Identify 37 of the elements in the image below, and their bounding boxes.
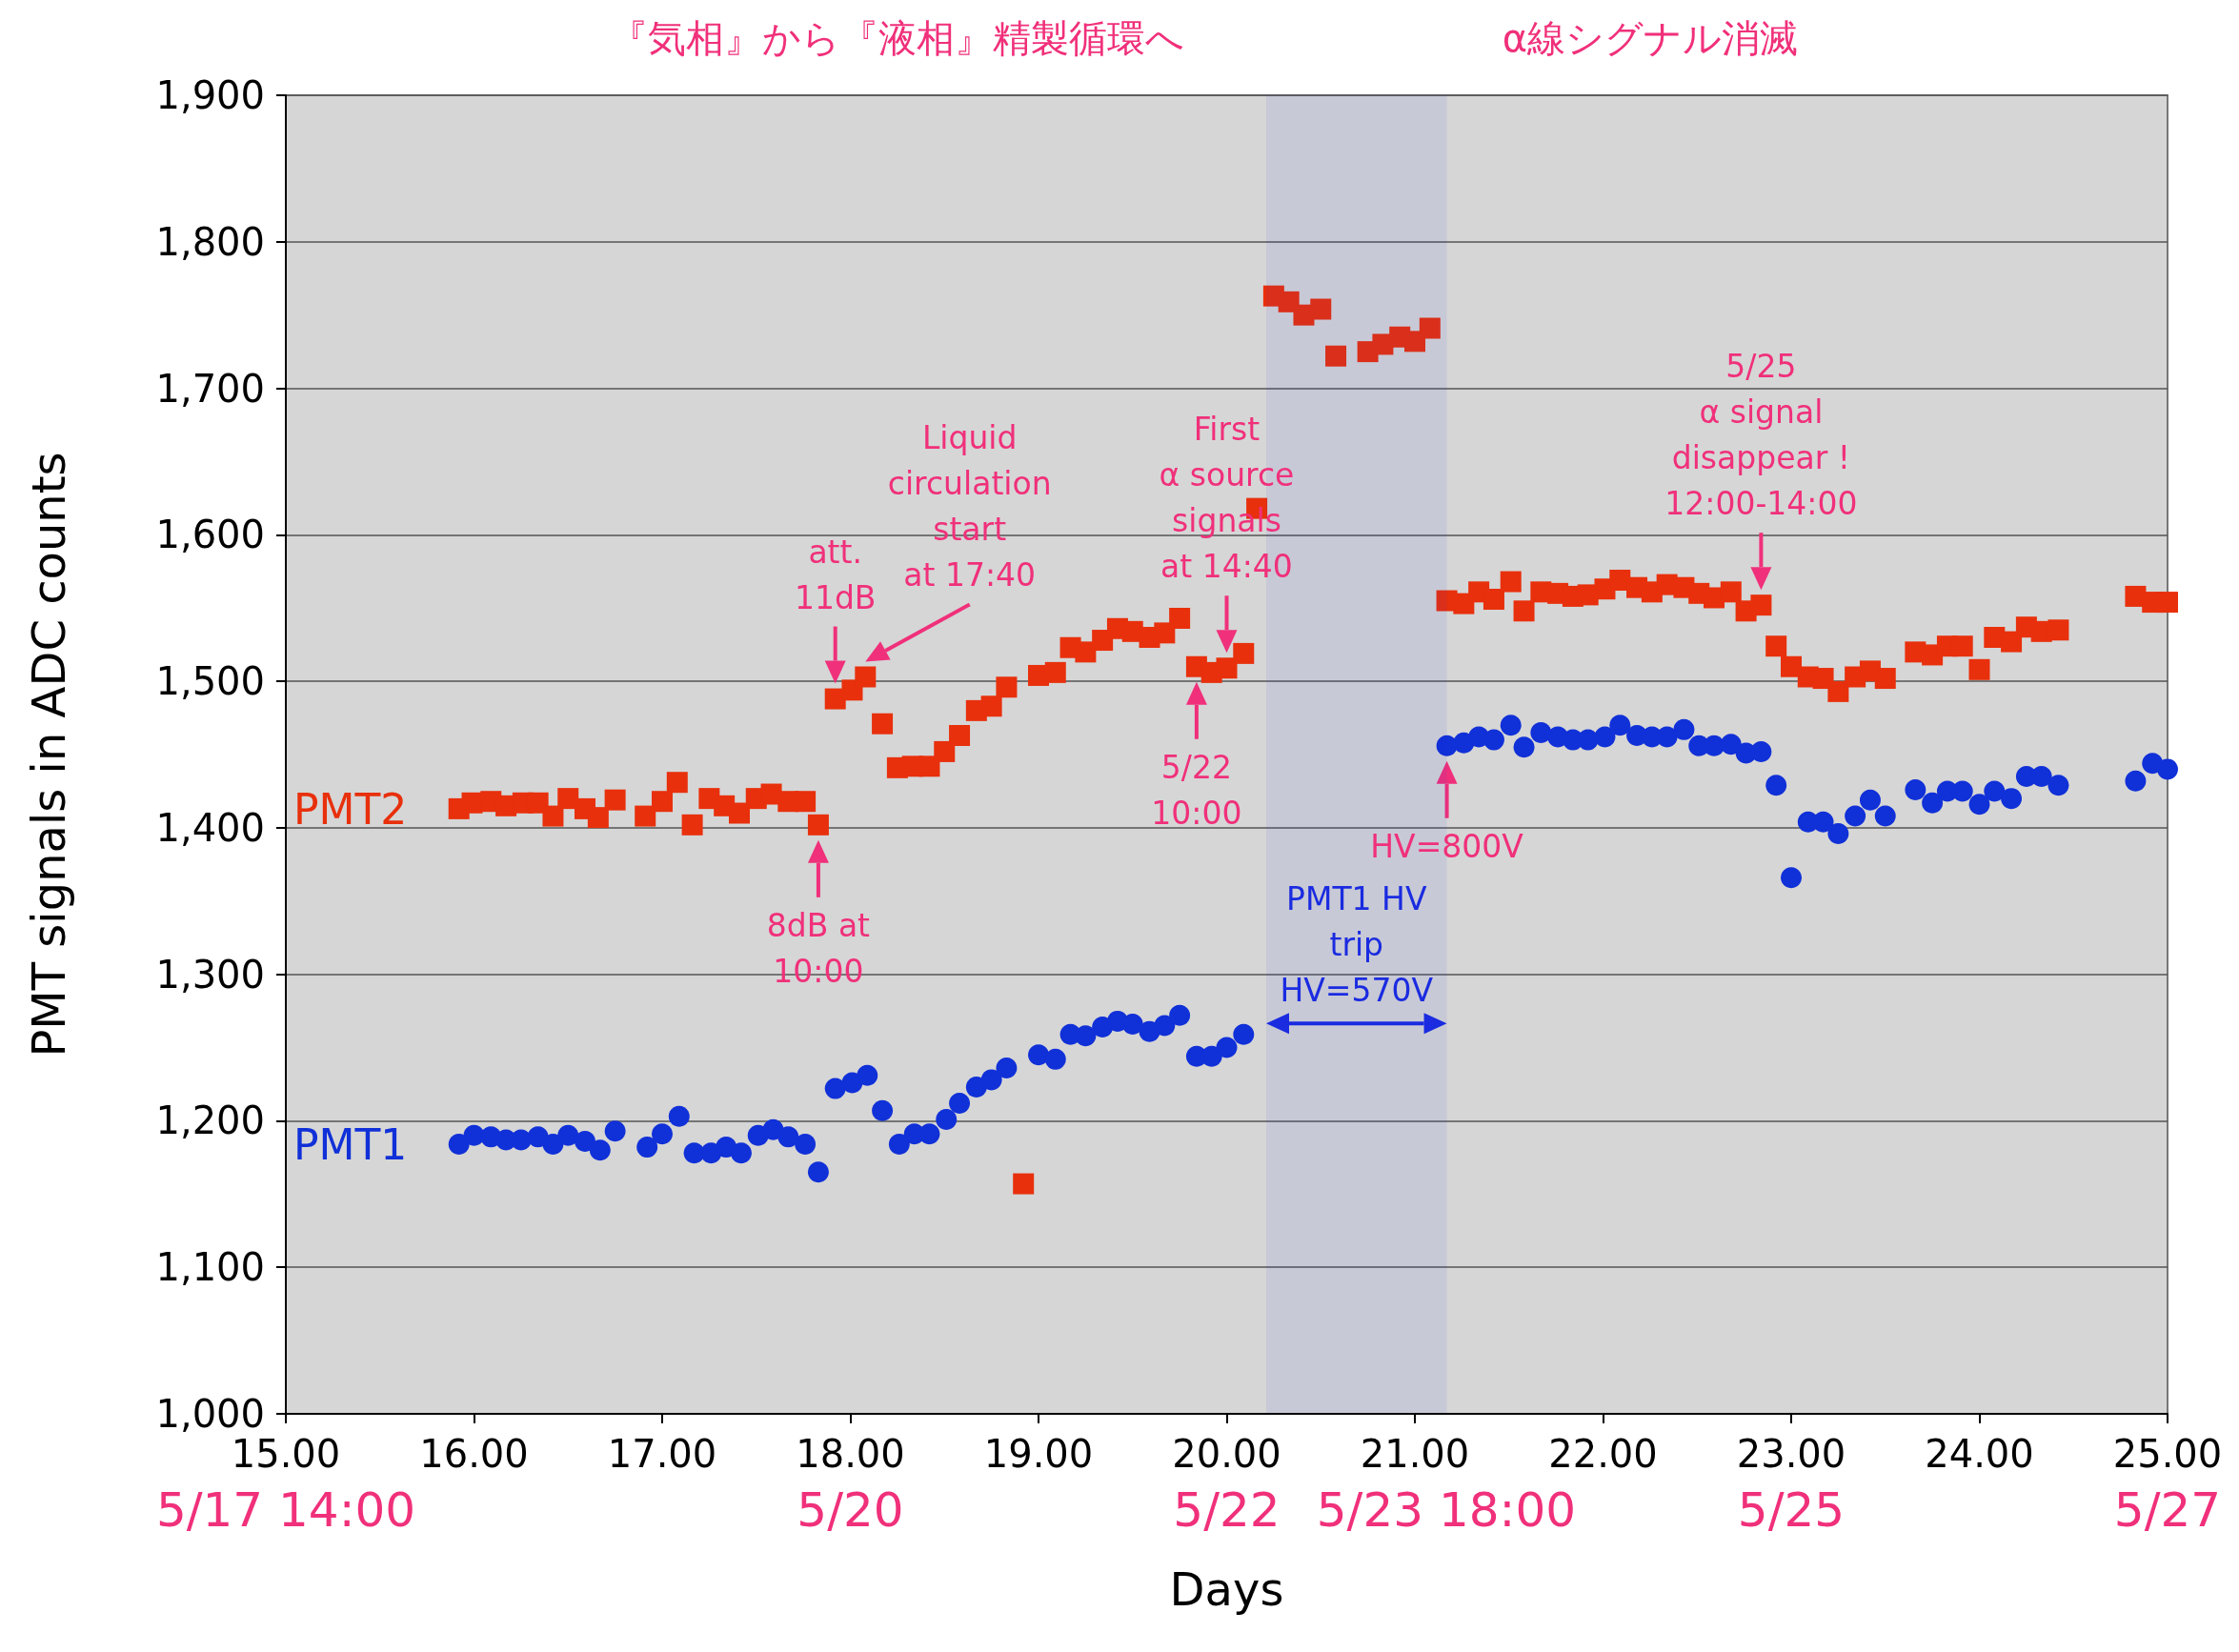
annotation: HV=800V <box>1370 826 1523 867</box>
y-tick-label: 1,600 <box>155 513 265 557</box>
text: 『気相』から『液相』精製循環へ <box>610 14 1185 62</box>
annotation: 5/25 α signal disappear ! 12:00-14:00 <box>1664 347 1858 525</box>
y-tick-label: 1,200 <box>155 1098 265 1143</box>
x-tick-label: 23.00 <box>1736 1432 1846 1476</box>
text: α線シグナル消滅 <box>1502 14 1799 62</box>
x2-tick-label: 5/20 <box>797 1482 904 1538</box>
x-tick-label: 24.00 <box>1925 1432 2034 1476</box>
annotation: First α source signals at 14:40 <box>1159 410 1295 588</box>
x-tick-label: 17.00 <box>607 1432 717 1476</box>
y-tick-label: 1,400 <box>155 805 265 850</box>
annotation: 5/22 10:00 <box>1151 747 1242 834</box>
x2-tick-label: 5/17 14:00 <box>155 1482 416 1538</box>
y-tick-label: 1,100 <box>155 1245 265 1290</box>
x2-tick-label: 5/23 18:00 <box>1316 1482 1577 1538</box>
y-tick-label: 1,500 <box>155 659 265 704</box>
x-tick-label: 20.00 <box>1172 1432 1281 1476</box>
x2-tick-label: 5/27 <box>2113 1482 2222 1538</box>
series-label: PMT2 <box>293 784 408 834</box>
y-tick-label: 1,800 <box>155 219 265 264</box>
x-tick-label: 19.00 <box>983 1432 1094 1476</box>
x-tick-label: 16.00 <box>419 1432 529 1476</box>
x-tick-label: 18.00 <box>796 1432 905 1476</box>
x-axis-title: Days <box>1169 1562 1284 1616</box>
x-tick-label: 22.00 <box>1548 1432 1658 1476</box>
y-axis-title: PMT signals in ADC counts <box>22 452 75 1058</box>
series-label: PMT1 <box>293 1119 408 1169</box>
x-tick-label: 25.00 <box>2112 1432 2223 1476</box>
x-tick-label: 21.00 <box>1360 1432 1470 1476</box>
y-tick-label: 1,700 <box>155 366 265 411</box>
annotation: att. 11dB <box>794 532 877 618</box>
y-tick-label: 1,900 <box>155 73 265 117</box>
band-label: PMT1 HV trip HV=570V <box>1280 879 1434 1012</box>
x2-tick-label: 5/25 <box>1737 1482 1846 1538</box>
y-tick-label: 1,300 <box>155 952 265 997</box>
x2-tick-label: 5/22 <box>1173 1482 1281 1538</box>
